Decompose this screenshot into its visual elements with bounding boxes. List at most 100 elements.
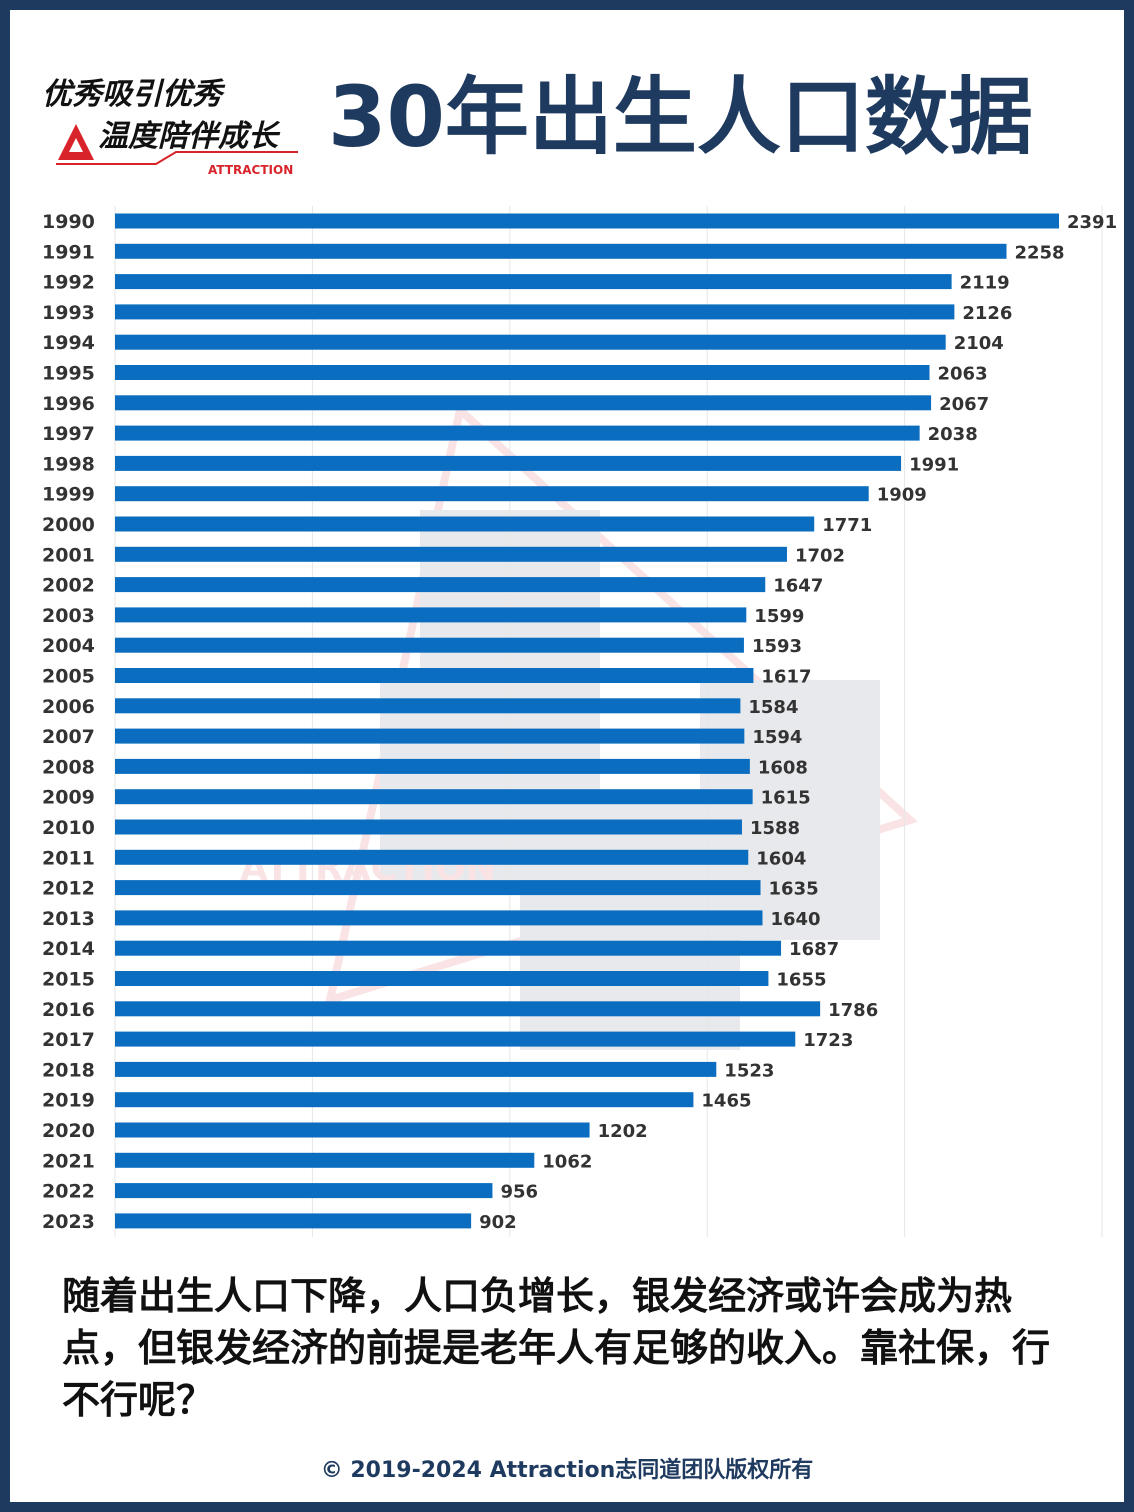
- bar: [115, 577, 766, 593]
- value-label: 1723: [803, 1030, 853, 1051]
- bar: [115, 486, 869, 502]
- value-label: 1202: [598, 1121, 648, 1142]
- birth-chart: 1990 2391 1991 2258 1992 2119 1993 2126 1994 2104…: [10, 198, 1124, 1250]
- value-label: 2063: [938, 364, 988, 385]
- year-label: 2018: [42, 1059, 95, 1081]
- bars: [115, 213, 1059, 1229]
- value-label: 1617: [761, 667, 811, 688]
- year-label: 2020: [42, 1120, 95, 1142]
- labels: 1990 2391 1991 2258 1992 2119 1993 2126 1994 2104…: [42, 211, 1117, 1233]
- logo-triangle-icon: [58, 124, 94, 160]
- bar: [115, 304, 955, 320]
- value-label: 1655: [776, 970, 826, 991]
- value-label: 1702: [795, 545, 845, 566]
- year-label: 2007: [42, 726, 95, 748]
- year-label: 2023: [42, 1211, 95, 1233]
- year-label: 1994: [42, 332, 95, 354]
- value-label: 902: [479, 1212, 517, 1233]
- bar: [115, 1213, 472, 1229]
- logo-brand-text: ATTRACTION: [208, 163, 293, 177]
- value-label: 1588: [750, 818, 800, 839]
- copyright-footer: © 2019-2024 Attraction志同道团队版权所有: [320, 1458, 814, 1483]
- value-label: 956: [500, 1182, 538, 1203]
- bar: [115, 698, 741, 714]
- bar: [115, 880, 761, 896]
- value-label: 2258: [1014, 242, 1064, 263]
- bar: [115, 668, 754, 683]
- bar: [115, 971, 769, 986]
- value-label: 1615: [761, 788, 811, 809]
- year-label: 2006: [42, 696, 95, 718]
- value-label: 2391: [1067, 212, 1117, 233]
- year-label: 2021: [42, 1150, 95, 1172]
- bar: [115, 546, 787, 562]
- bar: [115, 849, 749, 865]
- year-label: 1990: [42, 211, 95, 233]
- bar: [115, 274, 952, 290]
- bar: [115, 728, 745, 744]
- year-label: 1997: [42, 423, 95, 445]
- bar: [115, 395, 932, 411]
- year-label: 2011: [42, 847, 95, 869]
- brand-logo-graphic: 优秀吸引优秀 温度陪伴成长 ATTRACTION: [42, 77, 298, 177]
- year-label: 1992: [42, 272, 95, 294]
- bar: [115, 1183, 493, 1199]
- value-label: 1786: [828, 1000, 878, 1021]
- logo-line-1: 优秀吸引优秀: [42, 77, 226, 112]
- bar: [115, 425, 920, 441]
- value-label: 1771: [822, 515, 872, 536]
- year-label: 2002: [42, 575, 95, 597]
- value-label: 2038: [928, 424, 978, 445]
- bar: [115, 213, 1059, 229]
- year-label: 2005: [42, 666, 95, 688]
- bar: [115, 940, 782, 956]
- year-label: 1993: [42, 302, 95, 324]
- bar: [115, 607, 747, 623]
- bar: [115, 516, 815, 532]
- value-label: 1640: [770, 909, 820, 930]
- bar: [115, 365, 930, 380]
- year-label: 2008: [42, 756, 95, 778]
- bar: [115, 819, 742, 835]
- value-label: 1635: [769, 879, 819, 900]
- year-label: 2022: [42, 1181, 95, 1203]
- poster-frame: 优秀吸引优秀 温度陪伴成长 ATTRACTION 30年出生人口数据 ATTRA…: [10, 10, 1124, 1502]
- value-label: 1991: [909, 454, 959, 475]
- grid-lines: [114, 206, 1103, 1237]
- value-label: 2119: [960, 273, 1010, 294]
- year-label: 2003: [42, 605, 95, 627]
- year-label: 2017: [42, 1029, 95, 1051]
- value-label: 1062: [542, 1151, 592, 1172]
- year-label: 2010: [42, 817, 95, 839]
- caption-text: 随着出生人口下降，人口负增长，银发经济或许会成为热点，但银发经济的前提是老年人有…: [62, 1274, 1051, 1422]
- bar: [115, 1122, 590, 1138]
- value-label: 1604: [756, 848, 806, 869]
- value-label: 1608: [758, 757, 808, 778]
- year-label: 1998: [42, 453, 95, 475]
- bar: [115, 758, 750, 774]
- year-label: 2013: [42, 908, 95, 930]
- year-label: 1996: [42, 393, 95, 415]
- value-label: 1593: [752, 636, 802, 657]
- value-label: 2126: [962, 303, 1012, 324]
- bar: [115, 910, 763, 926]
- value-label: 1647: [773, 576, 823, 597]
- year-label: 2019: [42, 1090, 95, 1112]
- year-label: 2004: [42, 635, 95, 657]
- year-label: 2016: [42, 999, 95, 1021]
- value-label: 1909: [877, 485, 927, 506]
- bar: [115, 1061, 717, 1077]
- page-title: 30年出生人口数据: [328, 68, 1033, 166]
- logo-underline: [56, 151, 298, 165]
- bar: [115, 1001, 821, 1017]
- value-label: 1594: [752, 727, 802, 748]
- year-label: 2009: [42, 787, 95, 809]
- value-label: 1599: [754, 606, 804, 627]
- year-label: 2015: [42, 969, 95, 991]
- bar: [115, 455, 902, 471]
- year-label: 2012: [42, 878, 95, 900]
- value-label: 1584: [748, 697, 798, 718]
- bar: [115, 1092, 694, 1108]
- year-label: 2000: [42, 514, 95, 536]
- year-label: 2014: [42, 938, 95, 960]
